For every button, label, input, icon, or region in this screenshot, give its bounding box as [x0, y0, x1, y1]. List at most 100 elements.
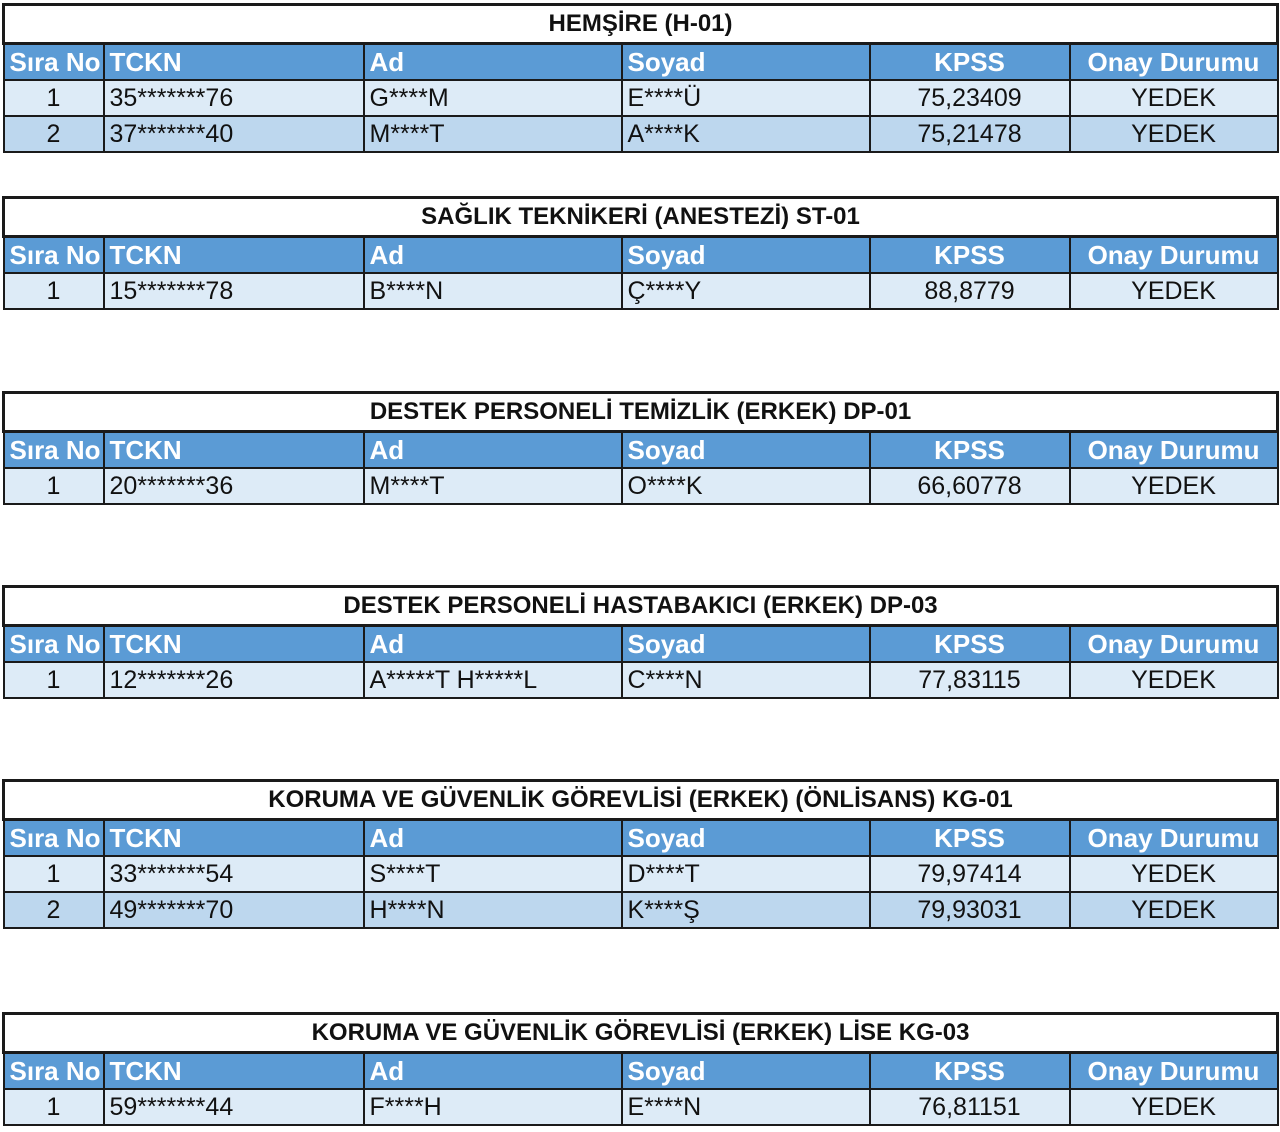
cell-kpss: 88,8779: [868, 272, 1071, 310]
header-onay-durumu: Onay Durumu: [1068, 235, 1279, 274]
cell-tckn: 33*******54: [102, 855, 365, 893]
cell-sira-no: 1: [2, 1088, 105, 1126]
table-row: 1 35*******76 G****M E****Ü 75,23409 YED…: [2, 79, 1279, 117]
cell-tckn: 49*******70: [102, 891, 365, 929]
header-onay-durumu: Onay Durumu: [1068, 1051, 1279, 1090]
header-soyad: Soyad: [620, 1051, 871, 1090]
section-saglik-teknikeri: SAĞLIK TEKNİKERİ (ANESTEZİ) ST-01 Sıra N…: [1, 196, 1280, 310]
cell-kpss: 79,93031: [868, 891, 1071, 929]
cell-sira-no: 2: [2, 115, 105, 153]
section-hemsire: HEMŞİRE (H-01) Sıra No TCKN Ad Soyad KPS…: [2, 3, 1279, 153]
header-onay-durumu: Onay Durumu: [1068, 624, 1279, 663]
header-soyad: Soyad: [620, 624, 871, 663]
cell-ad: M****T: [362, 467, 623, 505]
header-ad: Ad: [362, 1051, 623, 1090]
cell-ad: G****M: [362, 79, 623, 117]
header-sira-no: Sıra No: [2, 42, 105, 81]
cell-onay-durumu: YEDEK: [1068, 272, 1279, 310]
cell-ad: F****H: [362, 1088, 623, 1126]
table-row: 1 20*******36 M****T O****K 66,60778 YED…: [2, 467, 1279, 505]
header-tckn: TCKN: [102, 430, 365, 469]
cell-soyad: K****Ş: [620, 891, 871, 929]
cell-onay-durumu: YEDEK: [1068, 855, 1279, 893]
cell-sira-no: 1: [2, 467, 105, 505]
cell-kpss: 75,21478: [868, 115, 1071, 153]
header-soyad: Soyad: [620, 235, 871, 274]
cell-onay-durumu: YEDEK: [1068, 79, 1279, 117]
section-koruma-onlisans: KORUMA VE GÜVENLİK GÖREVLİSİ (ERKEK) (ÖN…: [1, 779, 1280, 929]
header-kpss: KPSS: [868, 1051, 1071, 1090]
cell-tckn: 59*******44: [102, 1088, 365, 1126]
header-sira-no: Sıra No: [2, 624, 105, 663]
table-row: 2 37*******40 M****T A****K 75,21478 YED…: [2, 115, 1279, 153]
section-hastabakici: DESTEK PERSONELİ HASTABAKICI (ERKEK) DP-…: [2, 585, 1279, 699]
cell-tckn: 20*******36: [102, 467, 365, 505]
header-ad: Ad: [362, 430, 623, 469]
table-row: 1 33*******54 S****T D****T 79,97414 YED…: [2, 855, 1279, 893]
cell-kpss: 75,23409: [868, 79, 1071, 117]
cell-tckn: 37*******40: [102, 115, 365, 153]
header-tckn: TCKN: [102, 1051, 365, 1090]
header-onay-durumu: Onay Durumu: [1068, 42, 1279, 81]
header-ad: Ad: [362, 235, 623, 274]
header-onay-durumu: Onay Durumu: [1068, 818, 1279, 857]
candidate-table: HEMŞİRE (H-01) Sıra No TCKN Ad Soyad KPS…: [2, 3, 1279, 153]
header-sira-no: Sıra No: [2, 430, 105, 469]
header-tckn: TCKN: [102, 624, 365, 663]
section-title: HEMŞİRE (H-01): [2, 3, 1279, 45]
header-sira-no: Sıra No: [2, 818, 105, 857]
section-title: KORUMA VE GÜVENLİK GÖREVLİSİ (ERKEK) LİS…: [2, 1012, 1279, 1054]
header-kpss: KPSS: [868, 624, 1071, 663]
cell-tckn: 12*******26: [102, 661, 365, 699]
cell-sira-no: 1: [2, 661, 105, 699]
cell-ad: B****N: [362, 272, 623, 310]
header-kpss: KPSS: [868, 42, 1071, 81]
header-kpss: KPSS: [868, 430, 1071, 469]
cell-kpss: 77,83115: [868, 661, 1071, 699]
header-tckn: TCKN: [102, 235, 365, 274]
section-title: KORUMA VE GÜVENLİK GÖREVLİSİ (ERKEK) (ÖN…: [1, 779, 1280, 821]
table-row: 2 49*******70 H****N K****Ş 79,93031 YED…: [2, 891, 1279, 929]
cell-kpss: 66,60778: [868, 467, 1071, 505]
cell-kpss: 79,97414: [868, 855, 1071, 893]
cell-soyad: D****T: [620, 855, 871, 893]
cell-sira-no: 2: [2, 891, 105, 929]
cell-sira-no: 1: [2, 79, 105, 117]
candidate-table: DESTEK PERSONELİ TEMİZLİK (ERKEK) DP-01 …: [1, 391, 1280, 505]
cell-ad: S****T: [362, 855, 623, 893]
cell-onay-durumu: YEDEK: [1068, 1088, 1279, 1126]
header-ad: Ad: [362, 624, 623, 663]
header-ad: Ad: [362, 42, 623, 81]
cell-ad: H****N: [362, 891, 623, 929]
cell-soyad: A****K: [620, 115, 871, 153]
header-soyad: Soyad: [620, 42, 871, 81]
header-soyad: Soyad: [620, 430, 871, 469]
header-ad: Ad: [362, 818, 623, 857]
cell-kpss: 76,81151: [868, 1088, 1071, 1126]
cell-soyad: O****K: [620, 467, 871, 505]
candidate-table: KORUMA VE GÜVENLİK GÖREVLİSİ (ERKEK) (ÖN…: [1, 779, 1280, 929]
cell-ad: M****T: [362, 115, 623, 153]
header-sira-no: Sıra No: [2, 1051, 105, 1090]
header-sira-no: Sıra No: [2, 235, 105, 274]
cell-soyad: C****N: [620, 661, 871, 699]
header-soyad: Soyad: [620, 818, 871, 857]
cell-tckn: 35*******76: [102, 79, 365, 117]
table-row: 1 59*******44 F****H E****N 76,81151 YED…: [2, 1088, 1279, 1126]
candidate-table: DESTEK PERSONELİ HASTABAKICI (ERKEK) DP-…: [2, 585, 1279, 699]
table-row: 1 12*******26 A*****T H*****L C****N 77,…: [2, 661, 1279, 699]
header-onay-durumu: Onay Durumu: [1068, 430, 1279, 469]
cell-onay-durumu: YEDEK: [1068, 467, 1279, 505]
section-title: SAĞLIK TEKNİKERİ (ANESTEZİ) ST-01: [1, 196, 1280, 238]
candidate-table: KORUMA VE GÜVENLİK GÖREVLİSİ (ERKEK) LİS…: [2, 1012, 1279, 1126]
cell-tckn: 15*******78: [102, 272, 365, 310]
header-kpss: KPSS: [868, 235, 1071, 274]
cell-soyad: E****Ü: [620, 79, 871, 117]
cell-soyad: E****N: [620, 1088, 871, 1126]
cell-sira-no: 1: [2, 272, 105, 310]
cell-ad: A*****T H*****L: [362, 661, 623, 699]
section-koruma-lise: KORUMA VE GÜVENLİK GÖREVLİSİ (ERKEK) LİS…: [2, 1012, 1279, 1126]
section-title: DESTEK PERSONELİ HASTABAKICI (ERKEK) DP-…: [2, 585, 1279, 627]
cell-sira-no: 1: [2, 855, 105, 893]
header-tckn: TCKN: [102, 42, 365, 81]
